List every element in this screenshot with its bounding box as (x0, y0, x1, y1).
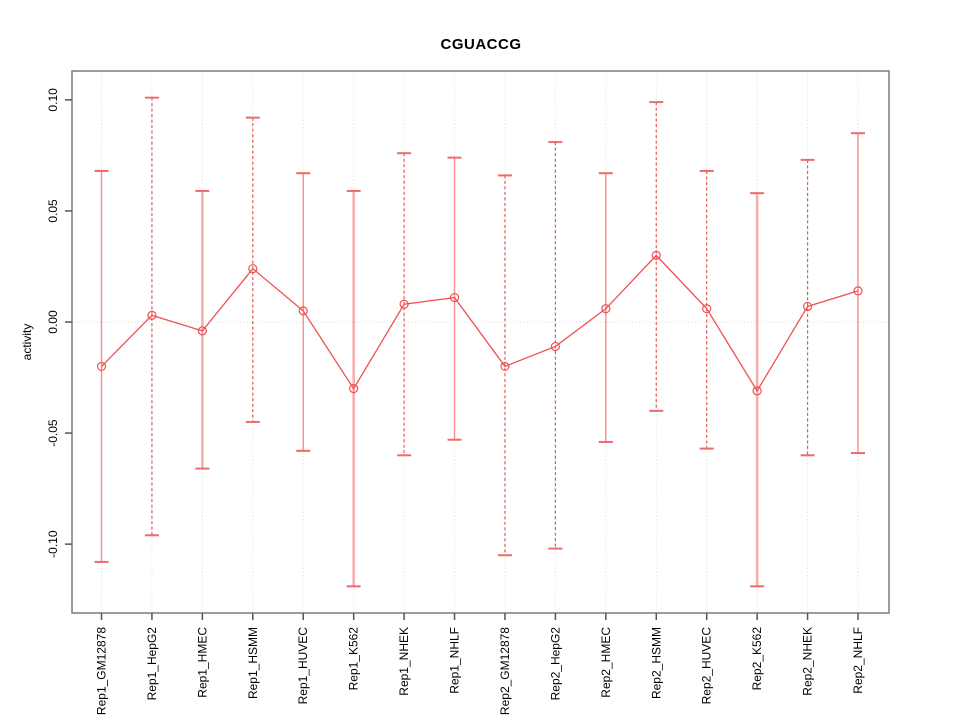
x-tick-label: Rep2_HSMM (649, 627, 663, 699)
x-tick-label: Rep2_HUVEC (700, 627, 714, 705)
series-line (101, 254, 859, 393)
point-marker (248, 264, 258, 274)
x-tick-label: Rep1_K562 (347, 627, 361, 691)
point-marker (449, 292, 460, 303)
point-marker (147, 310, 157, 320)
point-marker (651, 250, 661, 260)
point-marker (853, 286, 863, 296)
point-marker (550, 341, 561, 352)
point-marker (601, 304, 611, 314)
point-marker (399, 299, 409, 309)
y-tick-label: 0.10 (46, 88, 60, 112)
point-marker (298, 306, 308, 316)
point-marker (197, 326, 207, 336)
point-marker (500, 361, 510, 372)
x-tick-label: Rep2_HepG2 (548, 627, 562, 701)
x-tick-label: Rep2_HMEC (599, 627, 613, 698)
x-tick-label: Rep1_HUVEC (296, 627, 310, 705)
point-marker (702, 304, 712, 314)
point-marker (752, 386, 762, 396)
x-tick-label: Rep2_NHLF (851, 627, 865, 694)
point-marker (349, 384, 359, 394)
x-tick-label: Rep1_NHLF (448, 627, 462, 694)
x-tick-label: Rep2_NHEK (801, 627, 815, 696)
x-tick-label: Rep2_GM12878 (498, 627, 512, 715)
x-tick-label: Rep2_K562 (750, 627, 764, 691)
chart-title: CGUACCG (440, 36, 522, 53)
y-tick-label: -0.05 (46, 419, 60, 447)
y-tick-label: 0.00 (46, 310, 60, 334)
point-marker (802, 301, 813, 312)
y-tick-label: -0.10 (46, 530, 60, 558)
x-tick-label: Rep1_HSMM (246, 627, 260, 699)
x-tick-label: Rep1_GM12878 (95, 627, 109, 715)
x-tick-label: Rep1_HepG2 (145, 627, 159, 701)
y-tick-label: 0.05 (46, 199, 60, 223)
plot-frame (71, 70, 890, 614)
point-marker (96, 361, 107, 372)
x-tick-label: Rep1_HMEC (195, 627, 209, 698)
x-tick-label: Rep1_NHEK (397, 627, 411, 696)
